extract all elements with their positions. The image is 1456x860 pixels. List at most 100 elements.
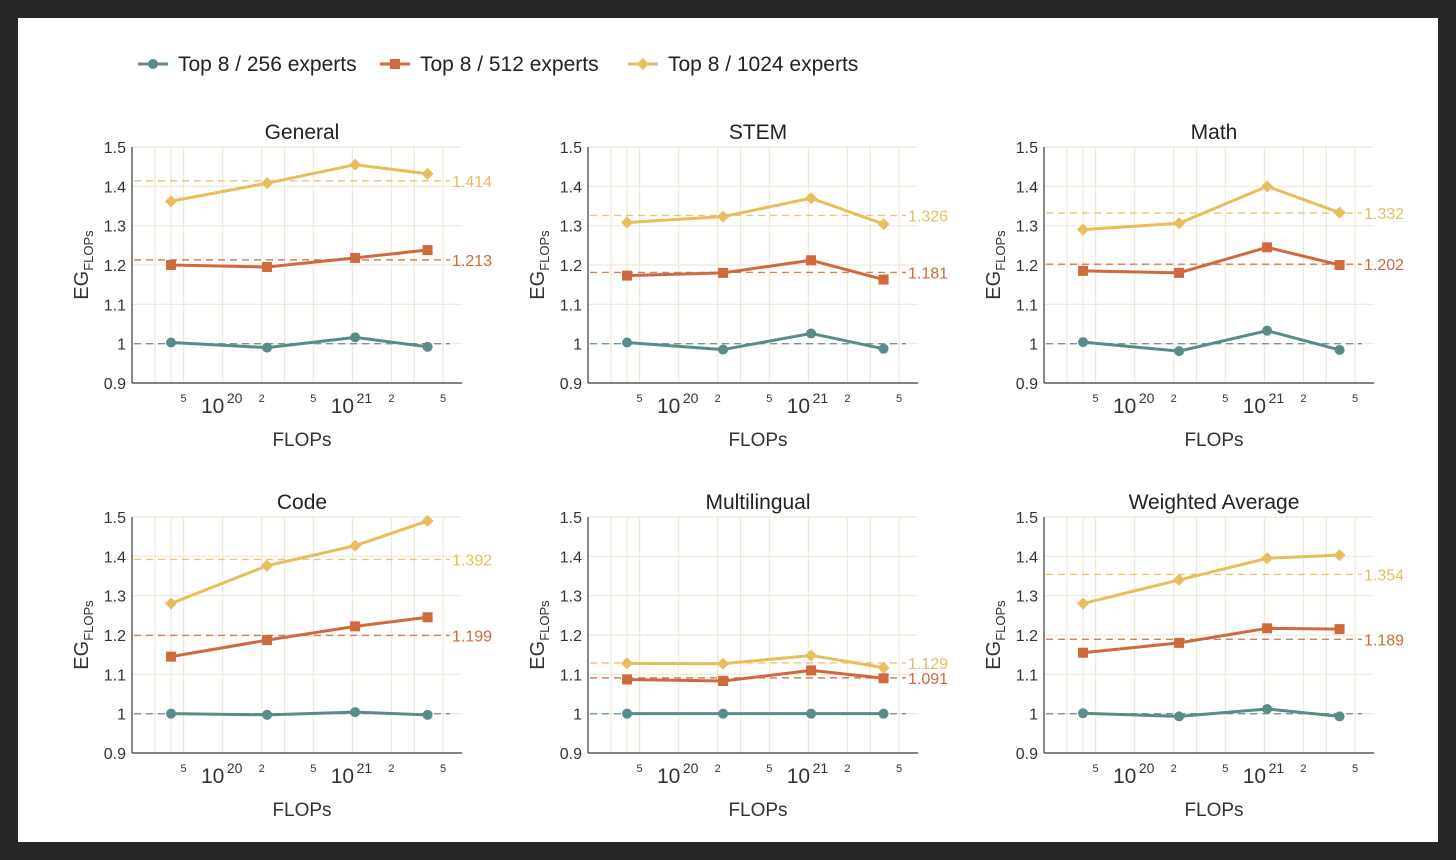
data-point: [350, 332, 361, 343]
data-point: [262, 709, 273, 720]
y-tick-label: 1.1: [560, 297, 582, 314]
data-point: [1078, 337, 1089, 348]
data-point: [262, 342, 273, 353]
x-tick-exponent: 21: [357, 760, 373, 776]
series-line: [170, 163, 428, 203]
data-point: [1077, 223, 1090, 236]
x-tick-label: 10: [1243, 395, 1266, 418]
legend-label: Top 8 / 512 experts: [420, 53, 599, 76]
x-tick-label: 2: [1300, 763, 1306, 775]
data-point: [878, 274, 889, 285]
x-tick-label: 5: [1093, 763, 1099, 775]
series-line: [626, 331, 884, 352]
x-tick-exponent: 20: [683, 390, 699, 406]
x-tick-label: 5: [181, 393, 187, 405]
series-line: [171, 248, 428, 269]
x-tick-label: 5: [766, 393, 772, 405]
y-tick-label: 1.5: [560, 510, 582, 527]
legend-item: Top 8 / 1024 experts: [628, 53, 858, 76]
reference-value-label: 1.202: [1364, 257, 1404, 274]
reference-value-label: 1.199: [452, 628, 492, 645]
x-tick-label: 2: [844, 393, 850, 405]
chart-panel: 0.911.11.21.31.41.55 10 20 2 5 10 21 2 5GeneralF…: [71, 121, 492, 451]
y-tick-label: 0.9: [1016, 376, 1038, 393]
data-point: [877, 661, 890, 674]
chart-panel: 0.911.11.21.31.41.55 10 20 2 5 10 21 2 5STEMFLOP…: [527, 121, 948, 451]
x-tick-label: 10: [1113, 765, 1136, 788]
data-point: [718, 344, 729, 355]
x-tick-label: 10: [787, 765, 810, 788]
reference-value-label: 1.181: [908, 265, 948, 282]
x-tick-label: 5: [1222, 763, 1228, 775]
data-point: [1174, 267, 1185, 278]
data-point: [1262, 325, 1273, 336]
data-point: [1333, 549, 1346, 562]
x-tick-exponent: 21: [1269, 760, 1285, 776]
x-tick-label: 10: [201, 765, 224, 788]
x-axis-label: FLOPs: [728, 430, 787, 451]
data-point: [422, 341, 433, 352]
chart-panel: 0.911.11.21.31.41.55 10 20 2 5 10 21 2 5Multilin…: [527, 491, 948, 821]
y-axis-label: EGFLOPs: [983, 230, 1008, 300]
x-axis-label: FLOPs: [272, 800, 331, 821]
chart-panels: 0.911.11.21.31.41.55 10 20 2 5 10 21 2 5GeneralF…: [71, 121, 1404, 821]
data-point: [1262, 242, 1273, 253]
legend-marker: [637, 58, 649, 70]
x-tick-label: 5: [1352, 763, 1358, 775]
y-axis-label-main: EG: [527, 271, 549, 300]
reference-value-label: 1.354: [1364, 567, 1404, 584]
series-line: [627, 653, 884, 670]
data-point: [622, 708, 633, 719]
y-tick-label: 1.2: [1016, 628, 1038, 645]
y-tick-label: 0.9: [104, 746, 126, 763]
x-tick-label: 5: [637, 763, 643, 775]
y-tick-label: 1.2: [560, 258, 582, 275]
y-tick-label: 1: [1029, 337, 1038, 354]
chart-panel: 0.911.11.21.31.41.55 10 20 2 5 10 21 2 5Weighted…: [983, 491, 1404, 821]
y-tick-label: 1.4: [104, 549, 126, 566]
x-tick-label: 2: [844, 763, 850, 775]
data-point: [877, 218, 890, 231]
y-tick-label: 1: [117, 337, 126, 354]
series-line: [170, 615, 428, 659]
series-line: [170, 335, 428, 350]
x-axis-label: FLOPs: [272, 430, 331, 451]
reference-value-label: 1.129: [908, 656, 948, 673]
y-tick-label: 1.1: [1016, 297, 1038, 314]
x-tick-exponent: 20: [227, 390, 243, 406]
panel-title: STEM: [729, 121, 787, 144]
y-tick-label: 1.3: [104, 589, 126, 606]
legend-marker: [148, 59, 158, 69]
series-line: [626, 196, 885, 226]
y-axis-label: EGFLOPs: [71, 230, 96, 300]
data-point: [1173, 573, 1186, 586]
x-tick-label: 5: [1222, 393, 1228, 405]
data-point: [622, 674, 633, 685]
y-axis-label-subscript: FLOPs: [81, 600, 96, 641]
reference-value-label: 1.213: [452, 253, 492, 270]
data-point: [717, 210, 730, 223]
data-point: [878, 343, 889, 354]
data-point: [261, 559, 274, 572]
data-point: [1334, 624, 1345, 635]
y-axis-label-subscript: FLOPs: [537, 600, 552, 641]
data-point: [421, 167, 434, 180]
data-point: [165, 597, 178, 610]
x-tick-label: 10: [331, 765, 354, 788]
y-tick-label: 1.4: [1016, 549, 1038, 566]
x-tick-label: 10: [1243, 765, 1266, 788]
x-tick-label: 10: [1113, 395, 1136, 418]
y-tick-label: 1.2: [104, 628, 126, 645]
x-tick-exponent: 20: [227, 760, 243, 776]
data-point: [805, 649, 818, 662]
panel-title: Code: [277, 491, 327, 514]
legend-item: Top 8 / 512 experts: [380, 53, 599, 76]
x-tick-label: 2: [388, 393, 394, 405]
series-line: [171, 710, 428, 717]
series-line: [170, 519, 429, 605]
data-point: [262, 635, 273, 646]
x-tick-label: 2: [1300, 393, 1306, 405]
data-point: [1077, 597, 1090, 610]
data-point: [422, 612, 433, 623]
data-point: [805, 192, 818, 205]
